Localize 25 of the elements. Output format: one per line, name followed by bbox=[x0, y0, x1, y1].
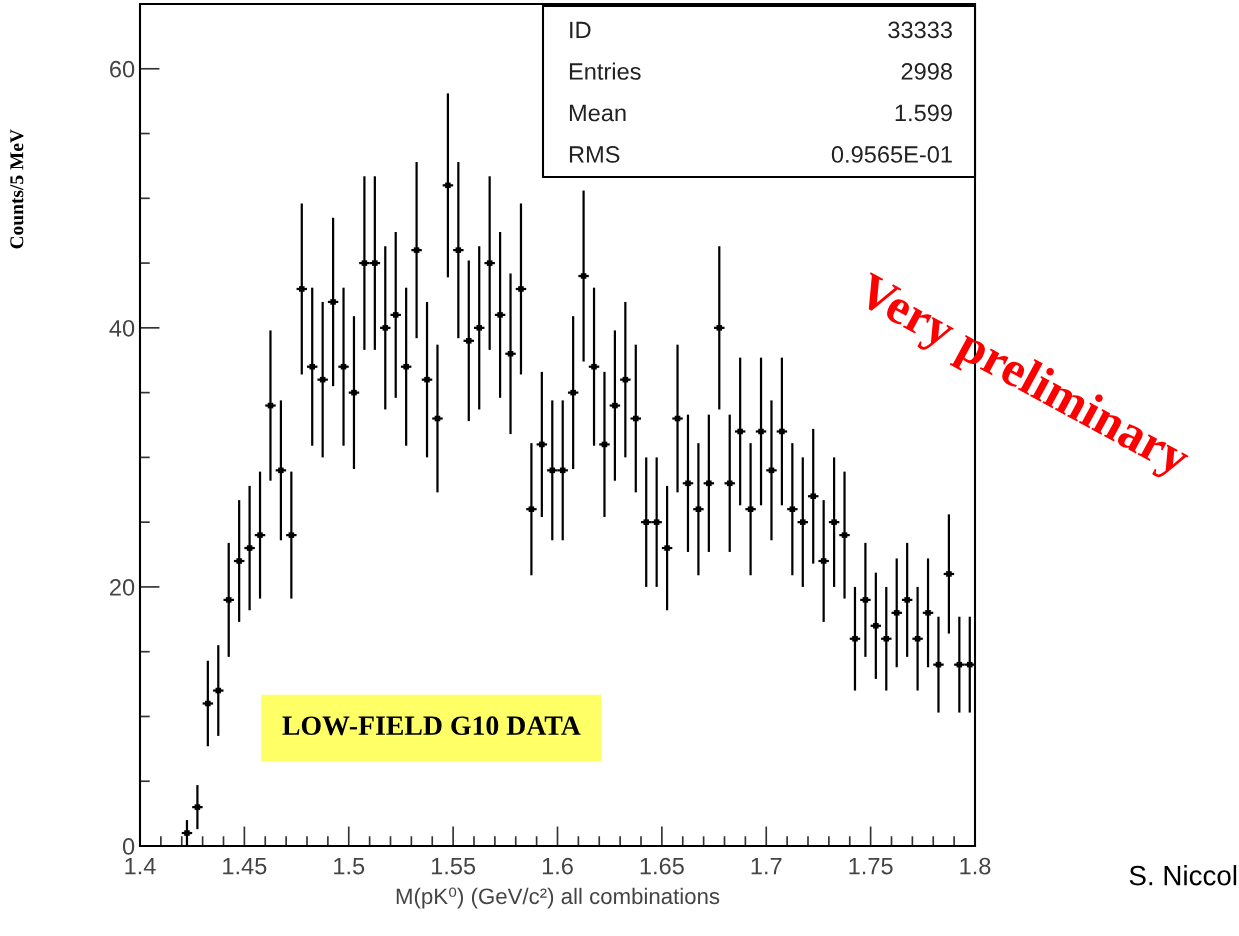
x-tick-label: 1.8 bbox=[960, 857, 991, 875]
annotation: 2998 bbox=[901, 63, 952, 80]
x-tick-label: 1.75 bbox=[849, 857, 893, 875]
annotation: 33333 bbox=[888, 21, 952, 39]
y-tick-label: 0 bbox=[122, 838, 135, 855]
x-axis-title: M(pK⁰) (GeV/c²) all combinations bbox=[396, 887, 720, 909]
x-tick-label: 1.5 bbox=[334, 857, 365, 875]
text: S. Niccol bbox=[1129, 865, 1237, 886]
annotation: 1.599 bbox=[895, 104, 952, 122]
x-tick-label: 1.65 bbox=[640, 857, 684, 875]
annotation: RMS bbox=[569, 146, 620, 163]
y-axis-title: Counts/5 MeV bbox=[10, 129, 24, 249]
x-tick-label: 1.4 bbox=[125, 857, 156, 875]
x-tick-label: 1.6 bbox=[542, 857, 573, 875]
annotation: Entries bbox=[569, 62, 641, 80]
y-tick-label: 40 bbox=[109, 319, 135, 337]
annotation: 0.9565E-01 bbox=[831, 146, 952, 163]
x-tick-label: 1.55 bbox=[431, 857, 476, 875]
y-tick-label: 20 bbox=[110, 578, 135, 596]
annotation: Mean bbox=[569, 104, 626, 122]
x-tick-label: 1.7 bbox=[751, 857, 782, 875]
x-tick-label: 1.45 bbox=[223, 857, 267, 875]
y-tick-label: 60 bbox=[110, 60, 135, 78]
annotation: LOW-FIELD G10 DATA bbox=[282, 716, 581, 736]
annotation: ID bbox=[570, 21, 591, 39]
